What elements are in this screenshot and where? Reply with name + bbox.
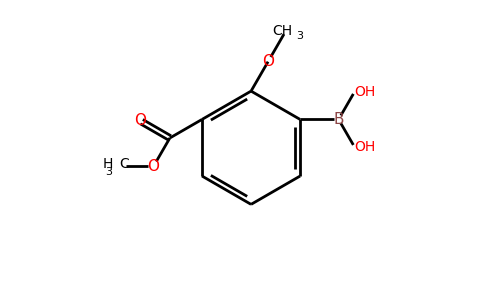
Text: C: C: [120, 158, 129, 171]
Text: O: O: [262, 54, 274, 69]
Text: O: O: [134, 113, 146, 128]
Text: CH: CH: [272, 24, 293, 38]
Text: H: H: [103, 158, 113, 171]
Text: 3: 3: [105, 167, 112, 177]
Text: OH: OH: [354, 85, 375, 99]
Text: O: O: [148, 159, 160, 174]
Text: 3: 3: [296, 31, 303, 41]
Text: OH: OH: [354, 140, 375, 154]
Text: B: B: [333, 112, 344, 127]
